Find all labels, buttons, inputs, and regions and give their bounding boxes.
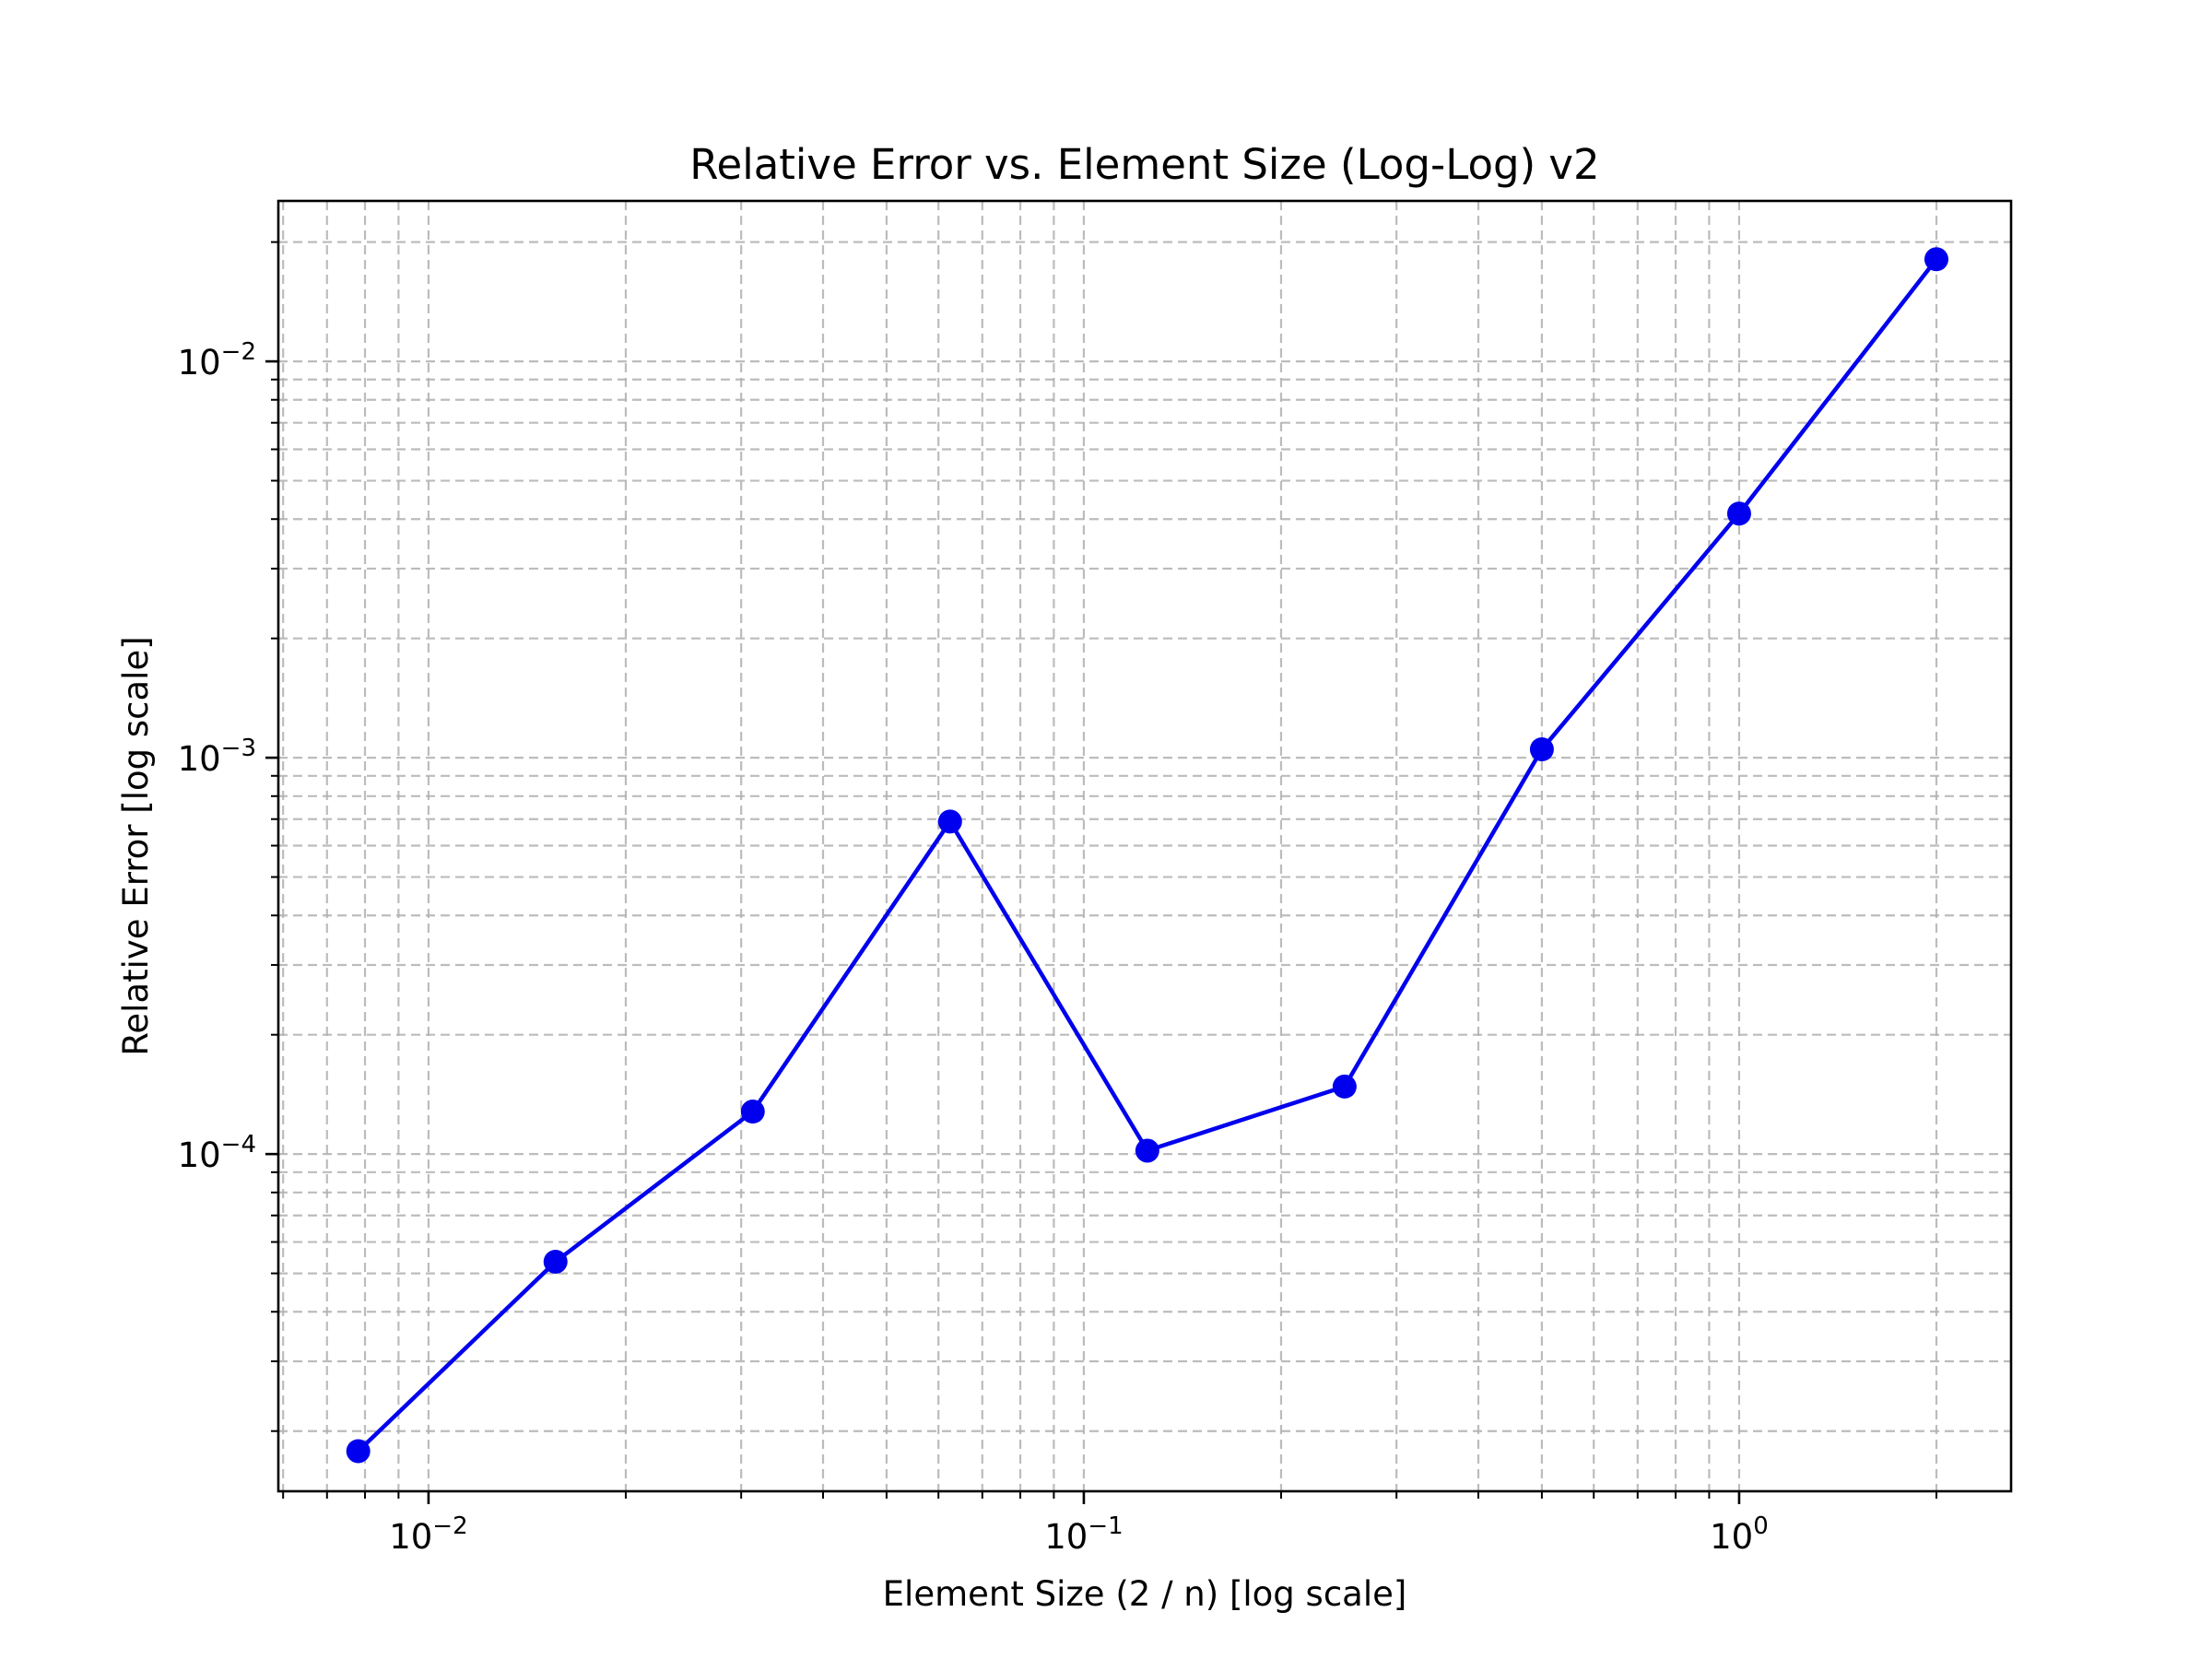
axis-ticks: [265, 241, 1937, 1504]
chart-title: Relative Error vs. Element Size (Log-Log…: [689, 140, 1599, 189]
plot-area-frame: [276, 199, 2013, 1493]
tick-labels: 10−2 10−1 100 10−4 10−3 10−2: [178, 338, 1769, 1557]
data-point: [1924, 247, 1948, 272]
data-point: [1135, 1138, 1159, 1163]
y-tick-label: 10−3: [178, 735, 256, 779]
y-axis-label: Relative Error [log scale]: [116, 636, 156, 1055]
data-point: [740, 1100, 765, 1124]
grid: [278, 201, 2011, 1491]
y-tick-label: 10−4: [178, 1131, 256, 1175]
data-point: [1726, 501, 1751, 526]
data-point: [937, 809, 962, 834]
data-point: [1529, 737, 1554, 762]
data-series: [346, 247, 1948, 1464]
data-point: [1332, 1074, 1357, 1099]
x-tick-label: 100: [1710, 1512, 1769, 1557]
x-tick-label: 10−1: [1044, 1512, 1123, 1557]
data-point: [543, 1249, 568, 1274]
x-tick-label: 10−2: [389, 1512, 467, 1557]
data-point: [346, 1439, 371, 1464]
x-axis-label: Element Size (2 / n) [log scale]: [883, 1574, 1407, 1614]
y-tick-label: 10−2: [178, 338, 256, 382]
